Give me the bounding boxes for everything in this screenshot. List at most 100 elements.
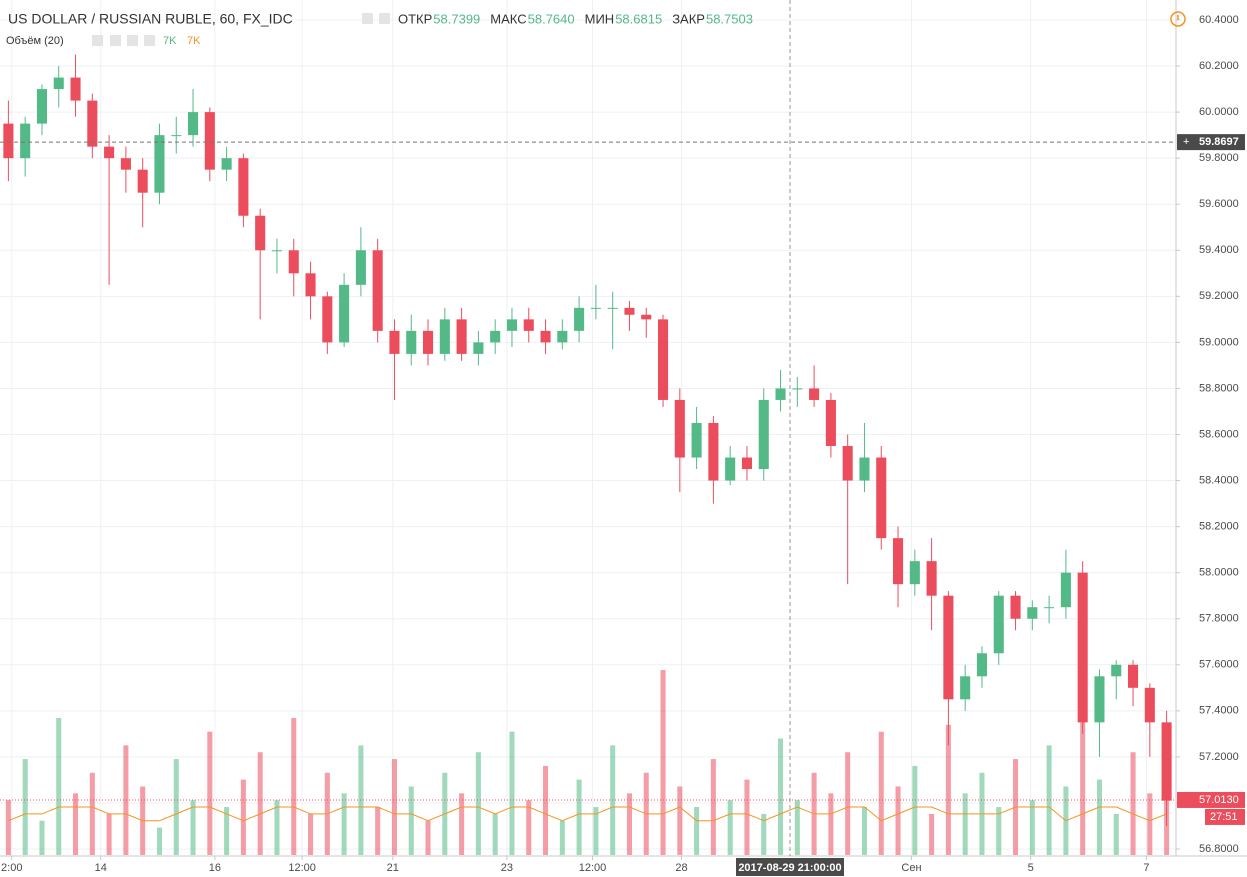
y-tick-label: 58.8000 <box>1199 382 1239 394</box>
volume-bar <box>778 738 784 855</box>
legend-buttons[interactable] <box>92 13 390 46</box>
candle-body <box>104 146 115 159</box>
candles <box>3 54 1172 826</box>
volume-bar <box>5 800 11 855</box>
volume-legend-value: 7K <box>163 35 177 47</box>
candle-body <box>792 388 803 390</box>
volume-bar <box>526 800 532 855</box>
candle-body <box>758 399 769 470</box>
candle-body <box>1111 664 1122 677</box>
volume-bar <box>1113 813 1119 855</box>
y-tick-label: 57.4000 <box>1199 705 1239 717</box>
volume-bar <box>425 820 431 855</box>
volume-bar <box>190 800 196 855</box>
volume-bar <box>895 786 901 855</box>
y-tick-label: 58.0000 <box>1199 567 1239 579</box>
candle-body <box>641 314 652 320</box>
candle-body <box>473 342 484 354</box>
candle-body <box>423 330 434 354</box>
button[interactable] <box>379 13 390 24</box>
candle-body <box>976 653 987 677</box>
candle-body <box>960 676 971 700</box>
x-tick-label: 14 <box>95 862 107 874</box>
x-tick-label: 23 <box>501 862 513 874</box>
candle-body <box>607 307 618 309</box>
candle-body <box>658 319 669 400</box>
volume-bar <box>710 759 716 855</box>
candle-body <box>842 446 853 481</box>
candle-body <box>288 250 299 274</box>
volume-bar <box>291 717 297 855</box>
warning-icon[interactable] <box>1170 11 1186 27</box>
y-tick-label: 59.2000 <box>1199 290 1239 302</box>
candle-body <box>708 422 719 481</box>
volume-bar <box>274 800 280 855</box>
x-tick-label: 21 <box>387 862 399 874</box>
y-tick-label: 58.4000 <box>1199 474 1239 486</box>
button[interactable] <box>127 35 138 46</box>
x-tick-label: 28 <box>675 862 687 874</box>
candle-body <box>893 538 904 585</box>
volume-bar <box>1130 752 1136 855</box>
volume-bar <box>845 752 851 855</box>
candle-body <box>1161 722 1172 801</box>
volume-bar <box>962 793 968 855</box>
y-tick-label: 60.4000 <box>1199 14 1239 26</box>
candle-body <box>523 319 534 331</box>
candle-body <box>1060 572 1071 608</box>
y-tick-label: 59.4000 <box>1199 244 1239 256</box>
candle-body <box>741 457 752 470</box>
volume-bar <box>89 772 95 855</box>
volume-bar <box>39 820 45 855</box>
volume-bar <box>1029 800 1035 855</box>
volume-legend-title: Объём (20) <box>6 35 64 47</box>
candle-body <box>188 112 199 136</box>
candle-body <box>725 457 736 481</box>
button[interactable] <box>110 35 121 46</box>
y-tick-label: 57.8000 <box>1199 613 1239 625</box>
candle-body <box>322 296 333 343</box>
crosshair-price-label: 59.8697 <box>1199 136 1239 148</box>
candle-body <box>926 561 937 596</box>
candle-body <box>574 307 585 331</box>
candle-body <box>1094 676 1105 723</box>
candle-body <box>943 595 954 700</box>
volume-bar <box>677 786 683 855</box>
candle-body <box>1044 607 1055 609</box>
button[interactable] <box>362 13 373 24</box>
ohlc-label: МИН <box>585 11 615 26</box>
crosshair-plus: + <box>1183 136 1189 148</box>
ohlc-value: 58.6815 <box>615 11 662 26</box>
last-price-label: 57.0130 <box>1199 794 1239 806</box>
button[interactable] <box>144 35 155 46</box>
countdown-box <box>1205 808 1245 825</box>
candle-body <box>993 595 1004 654</box>
x-tick-label: 12:00 <box>288 862 316 874</box>
button[interactable] <box>92 35 103 46</box>
volume-bar <box>173 759 179 855</box>
candle-body <box>20 123 31 159</box>
candle-body <box>120 158 131 170</box>
volume-bar <box>861 807 867 855</box>
y-tick-label: 58.2000 <box>1199 521 1239 533</box>
candle-body <box>53 77 64 90</box>
volume-bar <box>543 765 549 855</box>
volume-bar <box>123 745 129 855</box>
candle-body <box>87 100 98 147</box>
candle-body <box>36 89 47 124</box>
candle-body <box>674 399 685 458</box>
volume-pane <box>5 670 1170 855</box>
ohlc-label: МАКС <box>490 11 526 26</box>
candle-body <box>221 158 232 170</box>
volume-ma-line <box>8 806 1167 822</box>
y-tick-label: 57.6000 <box>1199 659 1239 671</box>
x-tick-label: 5 <box>1028 862 1034 874</box>
volume-bar <box>492 813 498 855</box>
volume-bar <box>56 717 62 855</box>
volume-bar <box>576 779 582 855</box>
y-tick-label: 60.0000 <box>1199 106 1239 118</box>
candle-body <box>1144 687 1155 723</box>
candle-body <box>355 250 366 285</box>
crosshair-time-label: 2017-08-29 21:00:00 <box>738 862 841 874</box>
